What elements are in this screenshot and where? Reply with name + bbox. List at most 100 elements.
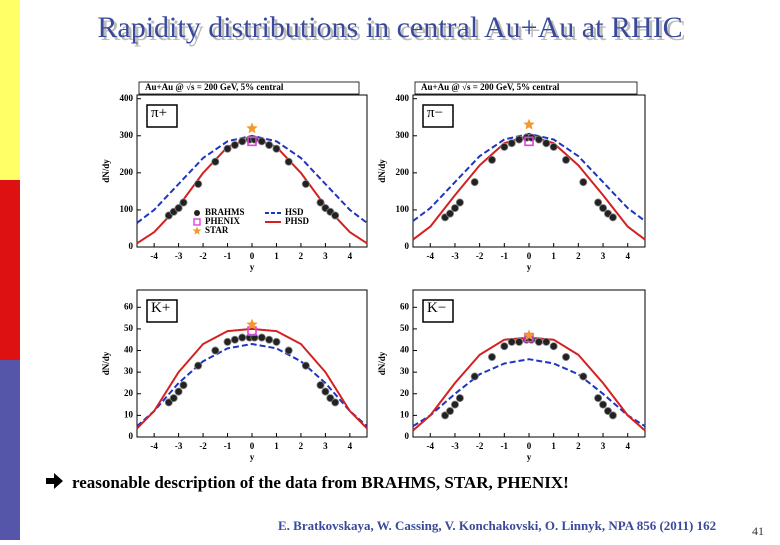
curve [136, 134, 368, 224]
y-tick-label: 60 [400, 301, 410, 311]
data-point [562, 155, 571, 164]
data-point [194, 179, 203, 188]
data-point [321, 387, 330, 396]
y-axis-label: dN/dy [101, 159, 111, 183]
data-point [534, 337, 543, 346]
data-point [470, 372, 479, 381]
x-tick-label: -2 [476, 441, 484, 451]
x-tick-label: 0 [527, 441, 532, 451]
x-tick-label: -4 [427, 441, 435, 451]
y-tick-label: 400 [120, 93, 134, 103]
y-axis-label: dN/dy [101, 351, 111, 375]
y-tick-label: 30 [400, 366, 410, 376]
x-tick-label: 0 [250, 441, 255, 451]
x-tick-label: 3 [323, 441, 328, 451]
x-axis-label: y [250, 452, 255, 462]
x-tick-label: 0 [250, 251, 255, 261]
title-shadow: Rapidity distributions in central Au+Au … [100, 14, 685, 47]
legend-marker [192, 226, 202, 235]
data-point [450, 400, 459, 409]
x-tick-label: 2 [576, 251, 581, 261]
legend-label: BRAHMS [205, 207, 245, 217]
y-tick-label: 400 [396, 93, 410, 103]
x-axis-label: y [527, 452, 532, 462]
data-point [515, 337, 524, 346]
stripe [0, 0, 20, 180]
y-tick-label: 10 [124, 409, 134, 419]
page-number: 41 [752, 524, 764, 538]
data-point [599, 400, 608, 409]
x-tick-label: -2 [199, 251, 207, 261]
data-point [524, 136, 534, 147]
stripe [0, 180, 20, 360]
data-point [316, 381, 325, 390]
data-point [603, 407, 612, 416]
data-point [446, 407, 455, 416]
y-tick-label: 50 [124, 323, 134, 333]
curve [412, 134, 646, 241]
data-point [470, 178, 479, 187]
x-tick-label: 1 [551, 251, 556, 261]
y-tick-label: 30 [124, 366, 134, 376]
slide-title: Rapidity distributions in central Au+Au … [97, 11, 682, 44]
data-point [487, 155, 496, 164]
data-point [194, 361, 203, 370]
x-tick-label: 1 [274, 251, 279, 261]
data-point [316, 198, 325, 207]
x-tick-label: -4 [150, 251, 158, 261]
label-box [146, 104, 178, 128]
data-point [579, 372, 588, 381]
data-point [247, 136, 257, 147]
data-point [608, 213, 617, 222]
data-point [549, 142, 558, 151]
legend-label: HSD [285, 207, 304, 217]
data-point [230, 141, 239, 150]
label-box [146, 299, 178, 323]
data-point [455, 198, 464, 207]
data-point [450, 204, 459, 213]
curve [136, 327, 368, 430]
panel-label: K+ [151, 300, 170, 316]
y-tick-label: 60 [124, 301, 134, 311]
y-tick-label: 20 [124, 388, 134, 398]
header-box [414, 81, 638, 95]
x-tick-label: 3 [601, 441, 606, 451]
legend-label: PHSD [285, 216, 310, 226]
data-point [211, 346, 220, 355]
data-point [265, 335, 274, 344]
y-axis-label: dN/dy [377, 159, 387, 183]
data-point [179, 198, 188, 207]
data-point [174, 387, 183, 396]
x-axis-label: y [250, 262, 255, 272]
legend-marker [193, 218, 201, 226]
y-tick-label: 0 [405, 241, 410, 251]
x-axis-label: y [527, 262, 532, 272]
data-point [301, 361, 310, 370]
data-point [246, 122, 258, 134]
curve [412, 358, 646, 428]
data-point [500, 342, 509, 351]
x-tick-label: -1 [224, 251, 232, 261]
panel-header: Au+Au @ √s = 200 GeV, 5% central [145, 82, 284, 92]
data-point [542, 337, 551, 346]
label-box [422, 299, 454, 323]
x-tick-label: -2 [199, 441, 207, 451]
y-tick-label: 40 [400, 345, 410, 355]
data-point [523, 118, 535, 130]
data-point [257, 333, 266, 342]
data-point [238, 333, 247, 342]
data-point [549, 342, 558, 351]
x-tick-label: 1 [274, 441, 279, 451]
x-tick-label: -3 [175, 441, 183, 451]
data-point [246, 318, 258, 330]
x-tick-label: 1 [551, 441, 556, 451]
citation: E. Bratkovskaya, W. Cassing, V. Konchako… [278, 518, 716, 533]
y-tick-label: 20 [400, 388, 410, 398]
y-tick-label: 100 [120, 204, 134, 214]
data-point [284, 346, 293, 355]
data-point [169, 394, 178, 403]
data-point [534, 135, 543, 144]
x-tick-label: -2 [476, 251, 484, 261]
data-point [500, 142, 509, 151]
data-point [238, 137, 247, 146]
